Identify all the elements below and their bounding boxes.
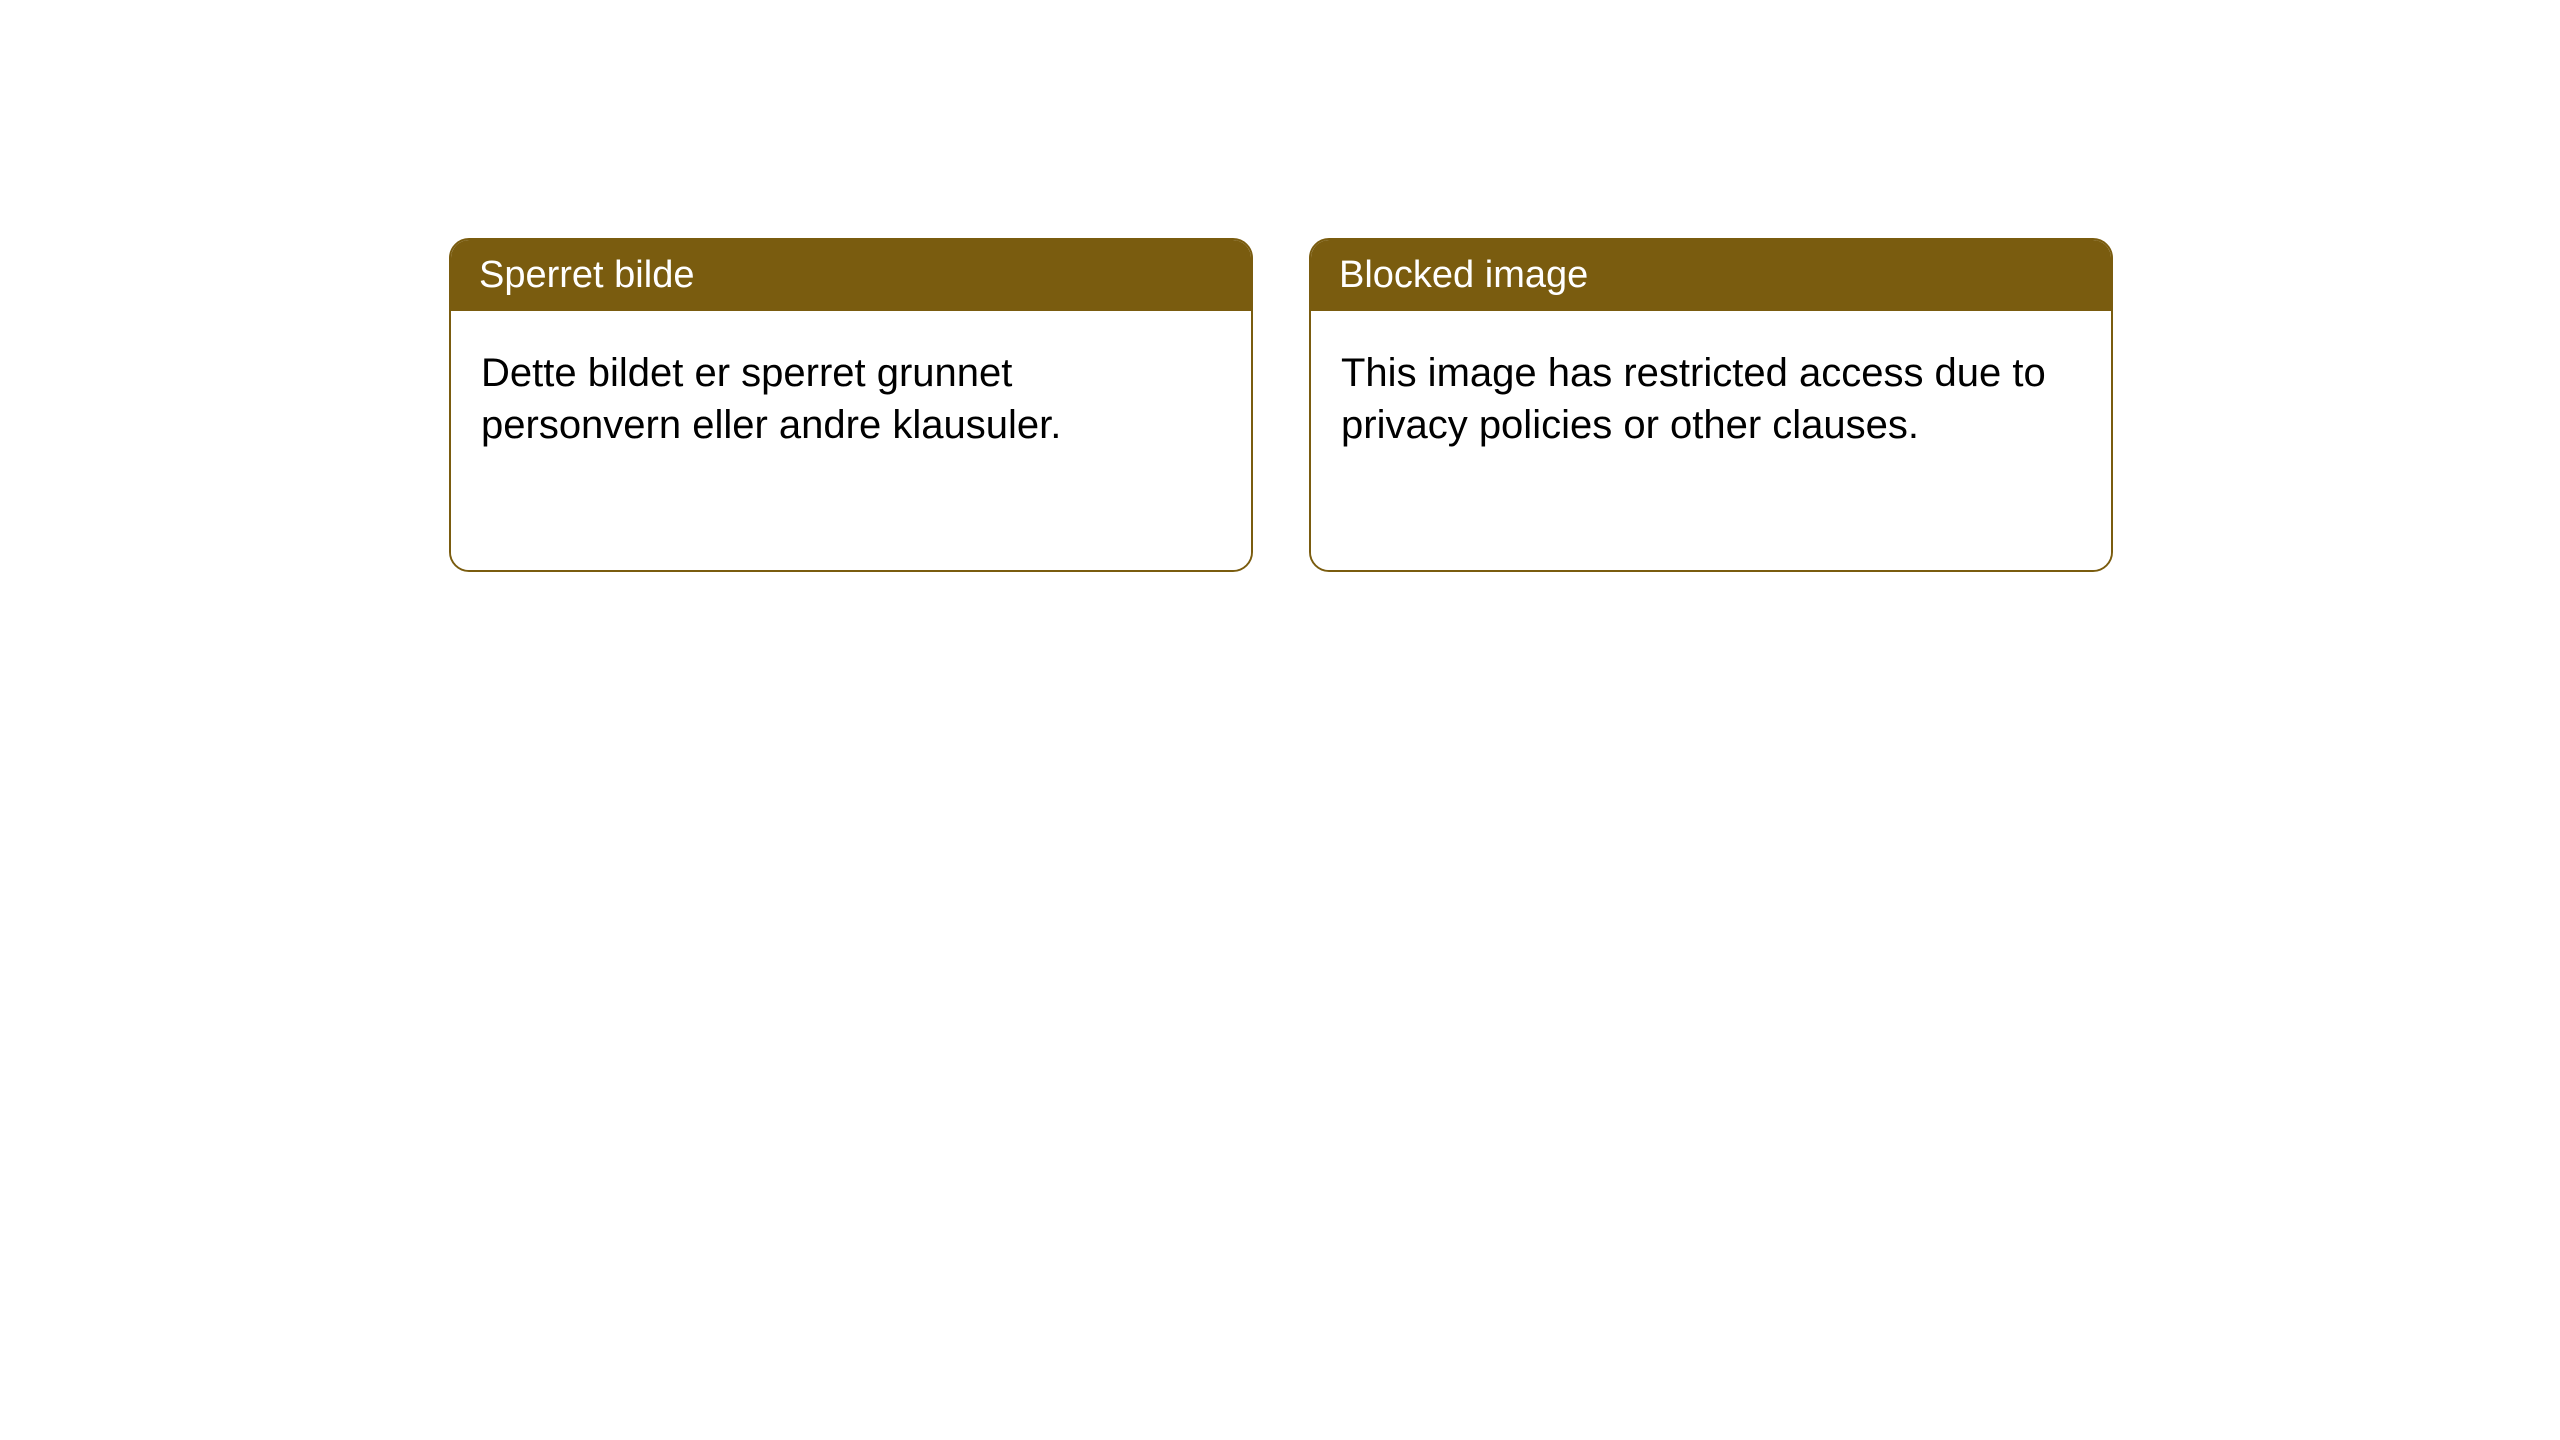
- notice-card-english: Blocked image This image has restricted …: [1309, 238, 2113, 572]
- card-body-text: Dette bildet er sperret grunnet personve…: [481, 347, 1221, 451]
- card-header: Blocked image: [1311, 240, 2111, 311]
- card-title: Sperret bilde: [479, 254, 694, 296]
- card-body-text: This image has restricted access due to …: [1341, 347, 2081, 451]
- notice-card-norwegian: Sperret bilde Dette bildet er sperret gr…: [449, 238, 1253, 572]
- notice-container: Sperret bilde Dette bildet er sperret gr…: [449, 238, 2113, 572]
- card-body: Dette bildet er sperret grunnet personve…: [451, 311, 1251, 570]
- card-title: Blocked image: [1339, 254, 1588, 296]
- card-body: This image has restricted access due to …: [1311, 311, 2111, 570]
- card-header: Sperret bilde: [451, 240, 1251, 311]
